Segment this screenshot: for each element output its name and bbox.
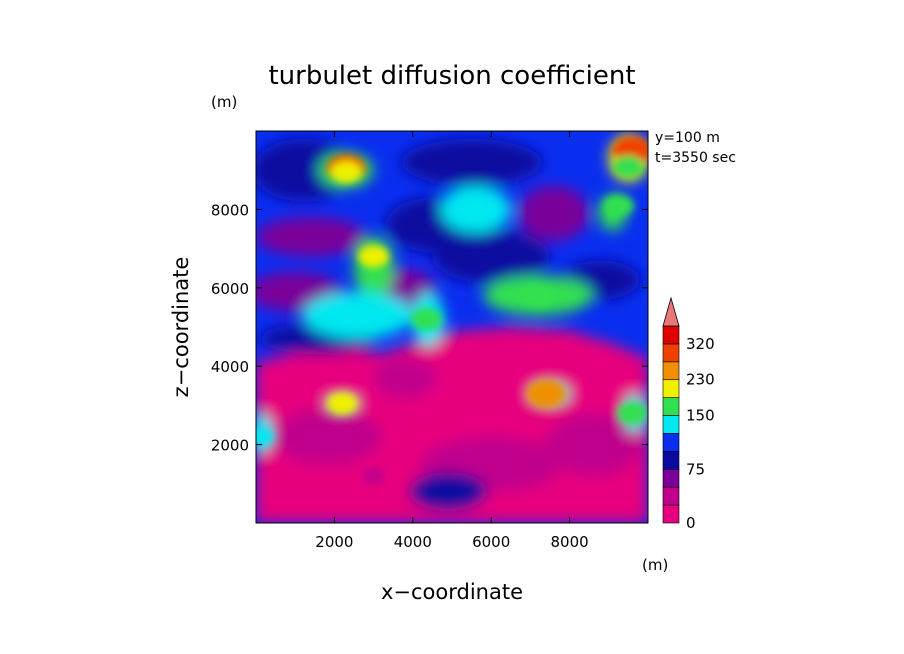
y-tick-label: 4000 <box>211 358 249 376</box>
x-tick-label: 8000 <box>551 533 589 551</box>
annotation-t: t=3550 sec <box>655 150 736 166</box>
y-tick-label: 2000 <box>211 437 249 455</box>
x-tick-label: 6000 <box>472 533 510 551</box>
colorbar-tick-label: 150 <box>686 407 715 425</box>
field-feature-11 <box>256 428 274 445</box>
field-feature-12 <box>440 417 464 433</box>
field-feature-5 <box>603 194 634 217</box>
colorbar-tick-label: 75 <box>686 460 705 478</box>
colorbar-tick-label: 230 <box>686 371 715 389</box>
colorbar-segment <box>662 379 680 398</box>
annotation-y: y=100 m <box>655 130 720 146</box>
field-feature-6 <box>526 379 566 408</box>
field-feature-4 <box>358 245 389 268</box>
x-tick-label: 2000 <box>315 533 353 551</box>
field-feature-7 <box>326 392 358 415</box>
field-feature-9 <box>522 284 554 307</box>
colorbar-segment <box>662 415 680 434</box>
colorbar-segment <box>662 343 680 363</box>
x-axis: 2000 4000 6000 8000 <box>315 131 589 551</box>
x-tick-label: 4000 <box>394 533 432 551</box>
y-axis-label: z−coordinate <box>169 257 193 398</box>
colorbar-tick-label: 320 <box>686 335 715 353</box>
x-unit-label: (m) <box>642 556 668 574</box>
colorbar-segment <box>662 433 680 452</box>
colorbar-extend-arrow <box>662 296 680 327</box>
colorbar-segment <box>662 361 680 381</box>
field-feature-1 <box>330 161 362 184</box>
y-unit-label: (m) <box>211 93 237 111</box>
y-tick-label: 6000 <box>211 280 249 298</box>
colorbar: 0 75 150 230 320 <box>662 296 715 532</box>
field-feature-13 <box>362 467 385 484</box>
field-feature-10 <box>616 402 648 425</box>
chart-title: turbulet diffusion coefficient <box>268 61 635 91</box>
y-axis: 2000 4000 6000 8000 <box>211 201 648 455</box>
plot-frame <box>255 130 649 524</box>
colorbar-segment <box>662 397 680 416</box>
plot-area <box>256 131 648 523</box>
field-feature-8 <box>411 308 442 331</box>
colorbar-segment <box>662 486 680 506</box>
field-feature-3 <box>613 155 644 178</box>
colorbar-segment <box>662 504 680 524</box>
colorbar-segment <box>662 468 680 488</box>
y-tick-label: 8000 <box>211 201 249 219</box>
colorbar-segment <box>662 451 680 470</box>
x-axis-label: x−coordinate <box>381 580 523 604</box>
colorbar-tick-label: 0 <box>686 514 696 532</box>
colorbar-segment <box>662 325 680 345</box>
